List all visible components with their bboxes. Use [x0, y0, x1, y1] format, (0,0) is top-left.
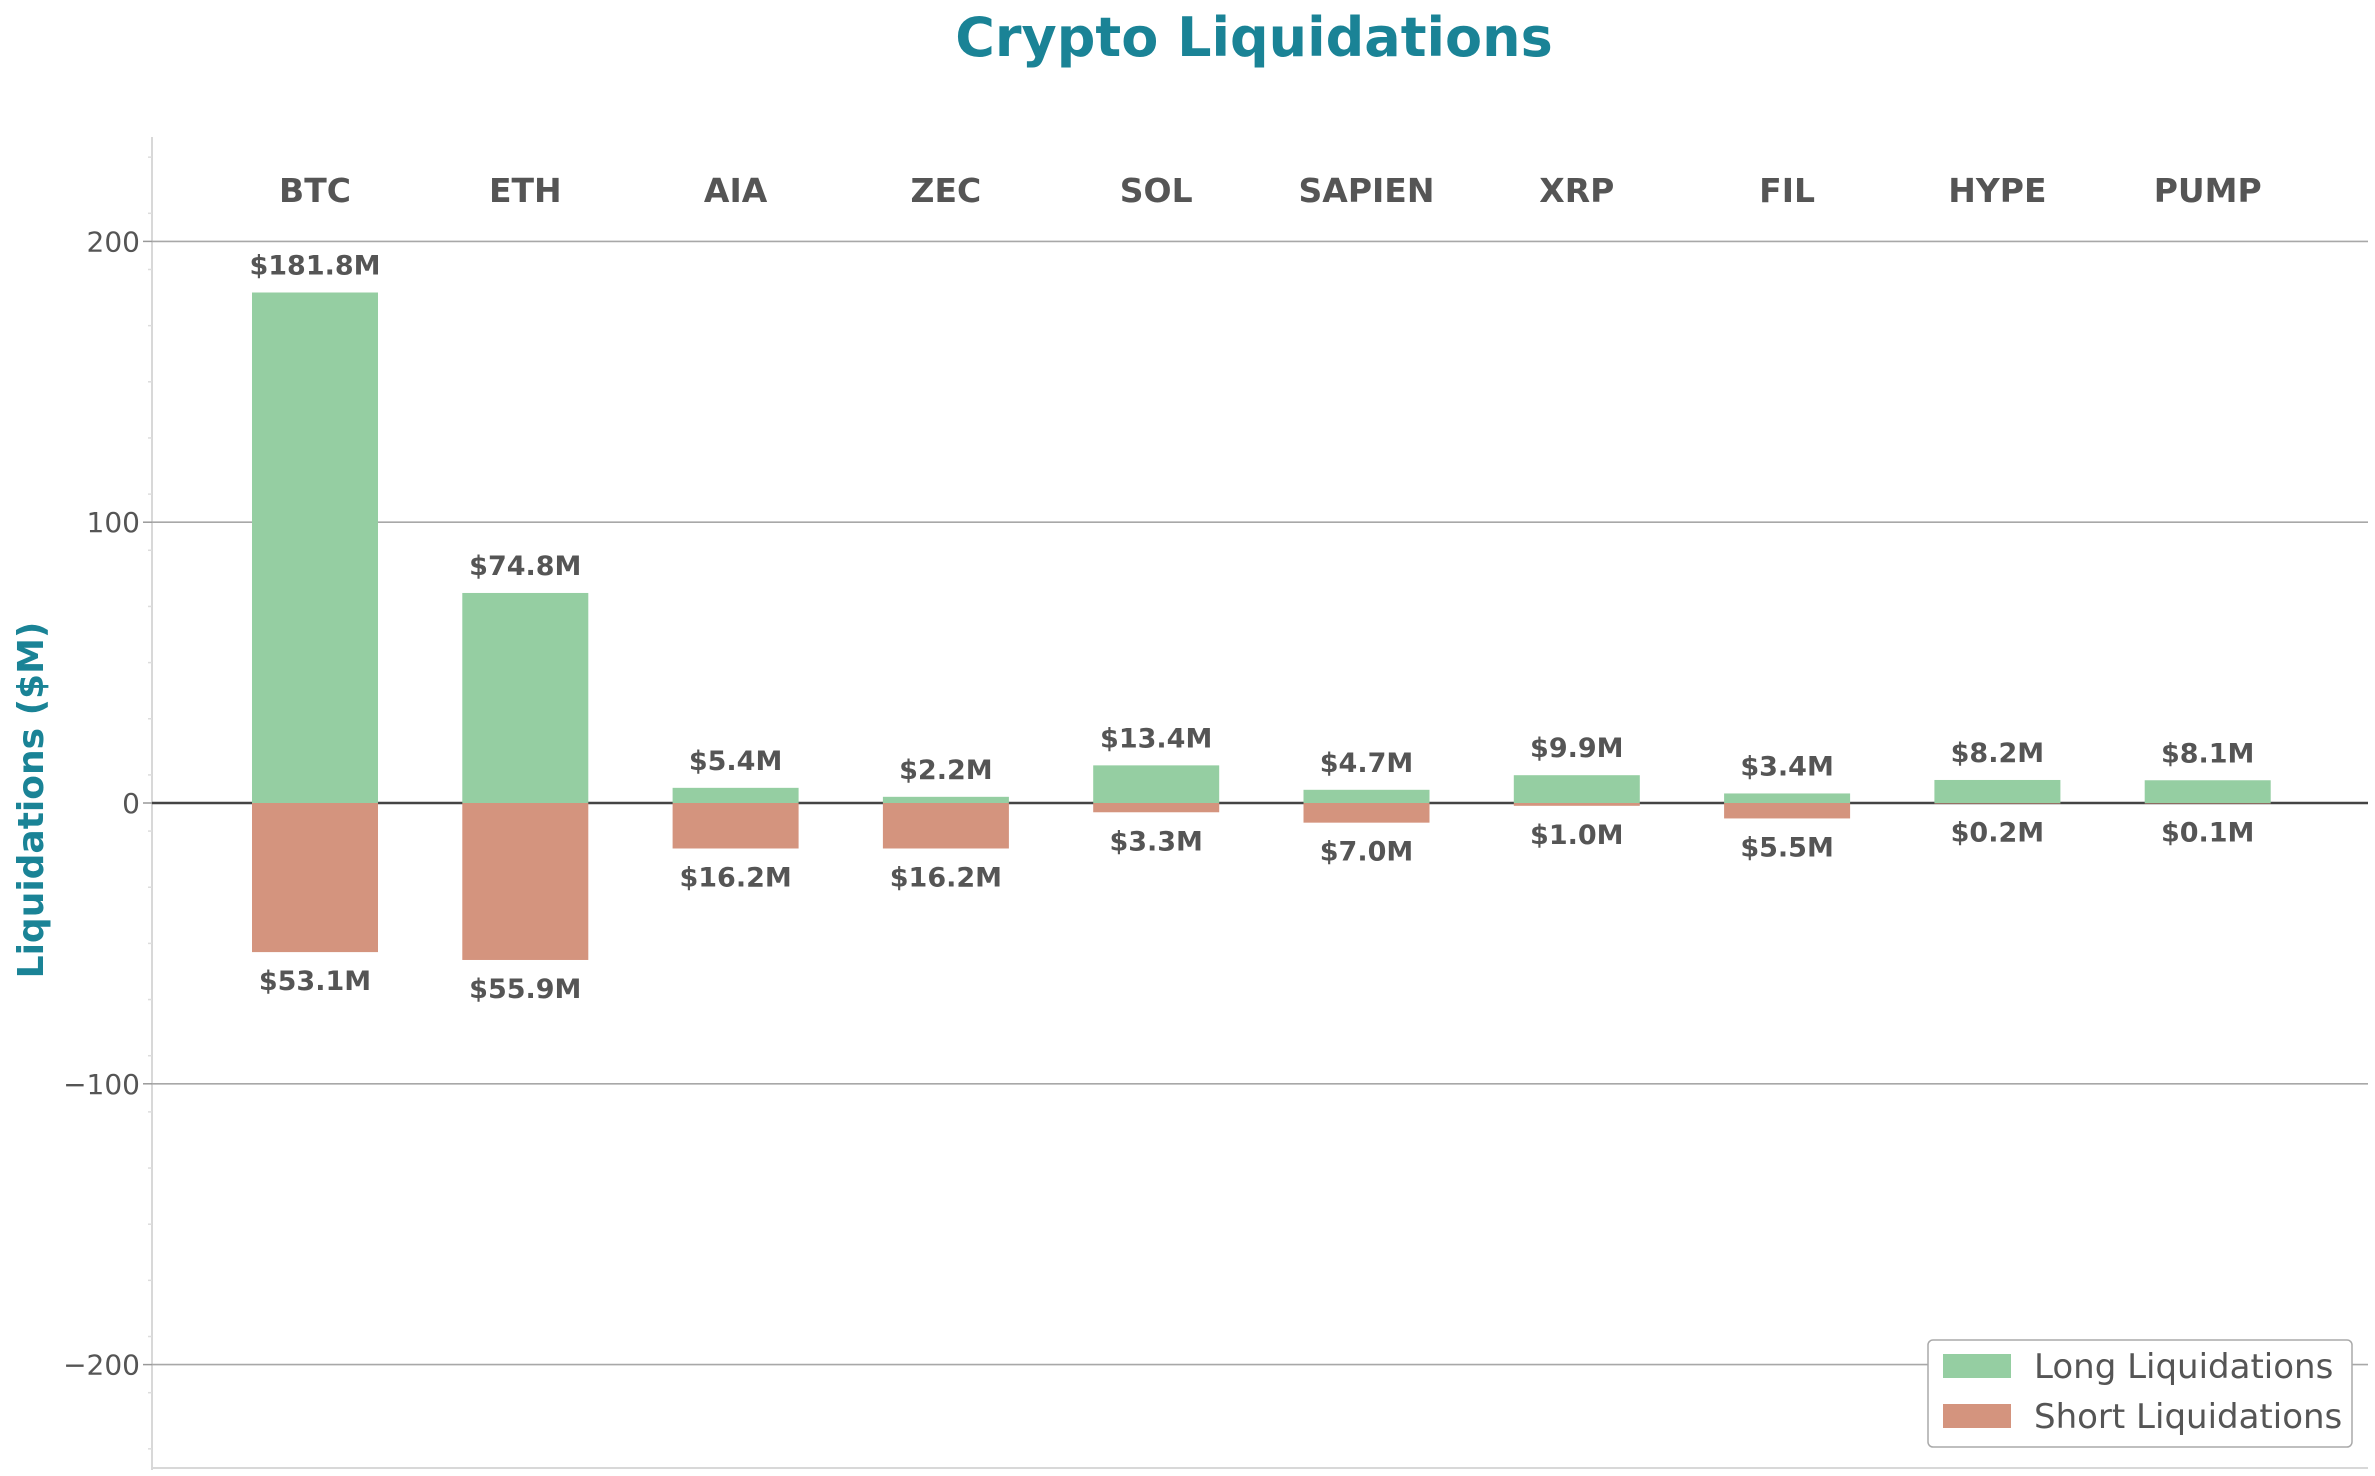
- long-value-label: $181.8M: [249, 251, 380, 282]
- y-tick-label: 0: [122, 787, 140, 820]
- long-bar: [882, 796, 1009, 803]
- short-value-label: $55.9M: [469, 974, 581, 1005]
- legend-label-short: Short Liquidations: [2034, 1397, 2342, 1437]
- data-labels: BTC $181.8M $53.1M ETH $74.8M $55.9M AIA $5.4M $…: [249, 171, 2261, 1005]
- short-value-label: $0.1M: [2161, 817, 2255, 848]
- short-bar: [1724, 803, 1851, 819]
- legend-label-long: Long Liquidations: [2034, 1347, 2333, 1387]
- short-value-label: $16.2M: [679, 862, 791, 893]
- short-value-label: $1.0M: [1530, 820, 1624, 851]
- bars: [252, 292, 2271, 960]
- short-value-label: $7.0M: [1320, 837, 1414, 868]
- long-bar: [1303, 789, 1430, 803]
- long-bar: [672, 787, 799, 803]
- axes: 200 100 0 −100 −200: [63, 137, 2368, 1470]
- y-axis-label: Liquidations ($M): [11, 622, 52, 979]
- short-value-label: $5.5M: [1740, 832, 1834, 863]
- category-label: ETH: [489, 171, 562, 210]
- long-value-label: $9.9M: [1530, 733, 1624, 764]
- long-bar: [1513, 775, 1640, 803]
- y-tick-label: −100: [63, 1068, 140, 1101]
- category-label: XRP: [1539, 171, 1614, 210]
- category-label: FIL: [1759, 171, 1815, 210]
- category-label: SOL: [1120, 171, 1193, 210]
- long-value-label: $13.4M: [1100, 723, 1212, 754]
- long-value-label: $8.2M: [1951, 738, 2045, 769]
- long-bar: [1724, 793, 1851, 803]
- short-bar: [1303, 803, 1430, 823]
- short-bar: [672, 803, 799, 849]
- short-value-label: $3.3M: [1109, 826, 1203, 857]
- short-bar: [2144, 803, 2271, 804]
- long-value-label: $8.1M: [2161, 738, 2255, 769]
- category-label: HYPE: [1948, 171, 2046, 210]
- short-value-label: $53.1M: [259, 966, 371, 997]
- long-bar: [1093, 765, 1220, 803]
- category-label: PUMP: [2154, 171, 2262, 210]
- y-tick-label: 100: [87, 506, 140, 539]
- long-value-label: $4.7M: [1320, 748, 1414, 779]
- short-bar: [1093, 803, 1220, 813]
- long-bar: [252, 292, 378, 803]
- short-bar: [252, 803, 378, 953]
- long-bar: [462, 592, 589, 803]
- category-label: BTC: [279, 171, 351, 210]
- long-value-label: $5.4M: [689, 746, 783, 777]
- long-value-label: $74.8M: [469, 551, 581, 582]
- long-bar: [2144, 780, 2271, 803]
- legend-swatch-long: [1943, 1354, 2011, 1378]
- legend-swatch-short: [1943, 1404, 2011, 1428]
- category-label: ZEC: [911, 171, 982, 210]
- chart-title: Crypto Liquidations: [955, 6, 1552, 69]
- short-value-label: $0.2M: [1951, 818, 2045, 849]
- long-bar: [1934, 779, 2061, 803]
- short-bar: [882, 803, 1009, 849]
- legend-box: [1927, 1339, 2353, 1448]
- legend: Long Liquidations Short Liquidations: [1927, 1339, 2353, 1448]
- short-bar: [462, 803, 589, 960]
- short-bar: [1934, 803, 2061, 804]
- short-value-label: $16.2M: [890, 862, 1002, 893]
- y-tick-label: 200: [87, 225, 140, 258]
- long-value-label: $2.2M: [899, 755, 993, 786]
- long-value-label: $3.4M: [1740, 751, 1834, 782]
- y-tick-label: −200: [63, 1349, 140, 1382]
- category-label: AIA: [704, 171, 768, 210]
- short-bar: [1513, 803, 1640, 806]
- category-label: SAPIEN: [1299, 171, 1435, 210]
